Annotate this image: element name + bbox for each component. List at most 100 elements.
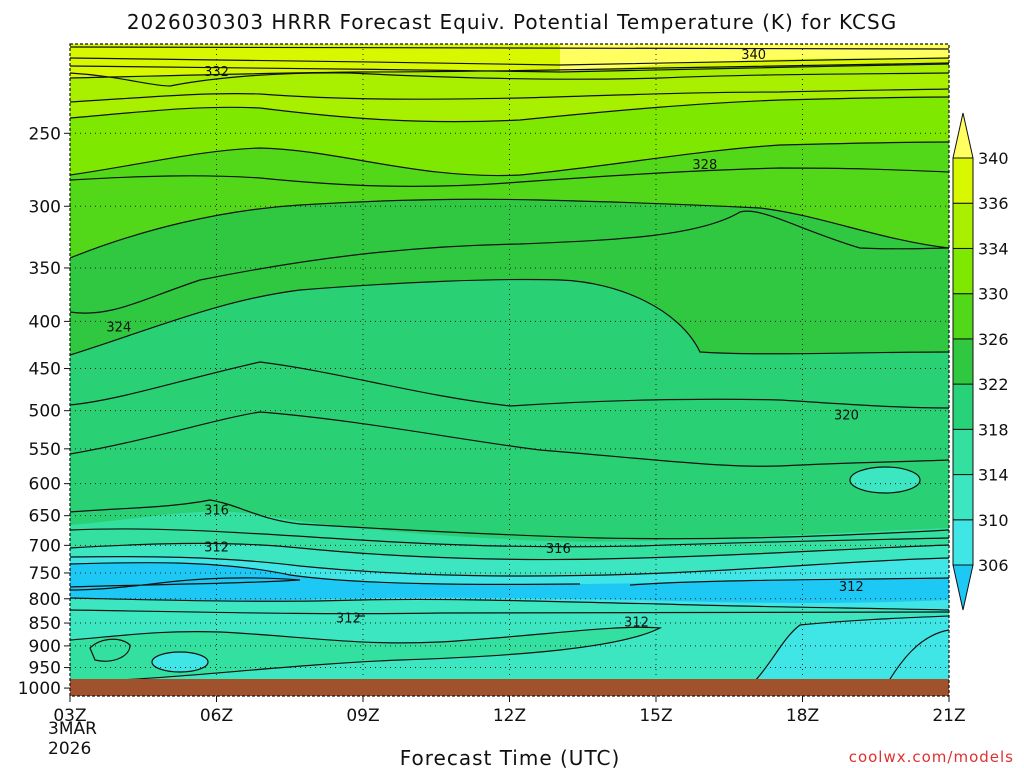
contour-line [70, 62, 949, 79]
contour-line [70, 597, 949, 611]
x-tick-label: 09Z [346, 706, 379, 726]
colorbar-end-low [952, 564, 974, 611]
contour-line [70, 542, 949, 561]
contour-line [739, 615, 949, 696]
colorbar-segment [952, 247, 974, 295]
x-tick-label: 18Z [786, 706, 819, 726]
contour-label: 328 [692, 158, 717, 173]
contour-line [70, 555, 949, 577]
x-tick-label: 21Z [932, 706, 965, 726]
colorbar-segment [952, 157, 974, 204]
contour-line [70, 198, 949, 259]
contour-label: 316 [204, 503, 229, 518]
contour-label: 312 [839, 580, 864, 595]
contour-line [70, 210, 949, 314]
colorbar-label: 330 [978, 285, 1009, 304]
chart-title: 2026030303 HRRR Forecast Equiv. Potentia… [127, 10, 897, 34]
contour-line [70, 57, 949, 66]
contour-label: 312 [336, 611, 361, 626]
x-axis-label: Forecast Time (UTC) [400, 746, 621, 768]
plot-area: 340 332 328 324 320 316 316 312 312 312 312 [69, 43, 950, 697]
contour-label: 312 [624, 616, 649, 631]
y-tick-label: 900 [29, 637, 61, 657]
contour-line [70, 96, 949, 123]
colorbar-label: 336 [978, 194, 1009, 213]
y-tick-label: 800 [29, 590, 61, 610]
x-tick-label: 12Z [493, 706, 526, 726]
band-sfc-right [740, 616, 949, 696]
contour-lines [70, 46, 949, 696]
colorbar-segment [952, 474, 974, 521]
colorbar-end-high [952, 112, 974, 159]
credit-text: coolwx.com/models [849, 748, 1014, 766]
y-tick-label: 850 [29, 614, 61, 634]
contour-line [70, 88, 949, 103]
x-tick-label: 06Z [200, 706, 233, 726]
colorbar-label: 306 [978, 556, 1009, 575]
x-date-line2: 2026 [48, 739, 91, 759]
colorbar-segment [952, 428, 974, 476]
colorbar-label: 340 [978, 149, 1009, 168]
colorbar-segment [952, 202, 974, 249]
contour-line [70, 167, 949, 187]
colorbar-segment [952, 338, 974, 385]
colorbar-label: 322 [978, 375, 1009, 394]
y-tick-label: 450 [29, 360, 61, 380]
colorbar-segment [952, 383, 974, 430]
contour-label: 320 [834, 409, 859, 424]
contour-label: 316 [546, 542, 571, 557]
contour-line [629, 577, 949, 586]
colorbar-label: 326 [978, 330, 1009, 349]
contour-line [70, 141, 949, 177]
y-tick-label: 600 [29, 475, 61, 495]
y-tick-label: 300 [29, 197, 61, 217]
contour-line [70, 609, 949, 615]
contour-line [89, 638, 131, 662]
band-cyan-310 [70, 562, 949, 603]
y-tick-label: 500 [29, 402, 61, 422]
contour-line [70, 361, 949, 409]
colorbar-label: 314 [978, 466, 1009, 485]
contour-closed [849, 466, 921, 494]
band-upper-340 [560, 44, 949, 72]
colorbar-segment [952, 293, 974, 340]
contour-line [70, 562, 581, 586]
contour-labels: 340 332 328 324 320 316 316 312 312 312 312 [106, 48, 864, 631]
y-tick-label: 350 [29, 259, 61, 279]
contour-line [70, 577, 301, 591]
y-tick-label: 400 [29, 312, 61, 332]
x-tick-label: 15Z [639, 706, 672, 726]
y-tick-label: 750 [29, 564, 61, 584]
y-tick-label: 950 [29, 659, 61, 679]
band-closed-312-left [152, 652, 208, 672]
colorbar-label: 318 [978, 420, 1009, 439]
contour-line [70, 72, 949, 87]
y-axis: 250 300 350 400 450 500 550 600 650 700 750 800 850 9… [18, 124, 70, 699]
contour-line [70, 528, 949, 548]
contour-label: 340 [741, 48, 766, 63]
grid-lines [70, 44, 949, 696]
contour-label: 312 [204, 540, 229, 555]
contour-label: 324 [106, 320, 131, 335]
band-closed-318-right [850, 467, 920, 493]
contour-closed [151, 651, 209, 673]
y-tick-label: 1000 [18, 679, 61, 699]
colorbar-segment [952, 519, 974, 566]
x-date-line1: 3MAR [48, 719, 97, 739]
colorbar: 306 310 314 318 322 326 330 334 336 340 [952, 112, 1009, 611]
y-tick-label: 650 [29, 507, 61, 527]
band-near-sfc [70, 627, 660, 680]
contour-line [70, 63, 949, 73]
contour-line [70, 411, 949, 467]
surface-ground [70, 679, 949, 696]
colorbar-label: 334 [978, 239, 1009, 258]
y-tick-label: 700 [29, 536, 61, 556]
x-axis: 03Z 06Z 09Z 12Z 15Z 18Z 21Z [53, 696, 966, 726]
y-tick-label: 250 [29, 124, 61, 144]
colorbar-label: 310 [978, 511, 1009, 530]
contour-label: 332 [204, 65, 229, 80]
contour-line [70, 626, 663, 681]
y-tick-label: 550 [29, 440, 61, 460]
x-tick-label: 03Z [53, 706, 86, 726]
